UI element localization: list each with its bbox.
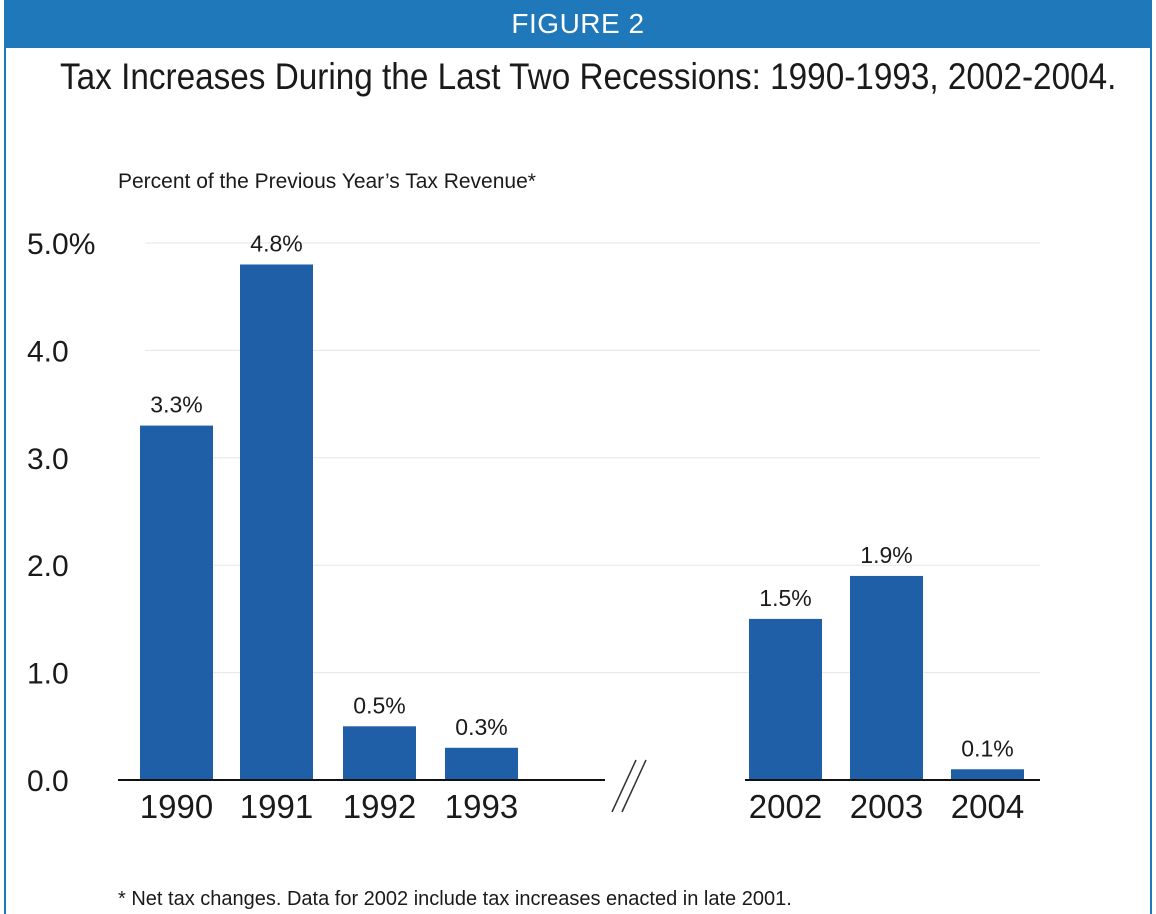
axis-break-mark <box>611 759 637 813</box>
axis-break-mark <box>621 759 647 813</box>
data-label: 3.3% <box>150 392 202 418</box>
bar <box>951 769 1024 780</box>
data-label: 1.5% <box>759 585 811 611</box>
footnote: * Net tax changes. Data for 2002 include… <box>118 888 792 910</box>
x-tick-label: 2003 <box>850 788 923 825</box>
y-tick-label: 3.0 <box>27 443 69 476</box>
data-label: 0.5% <box>353 692 405 718</box>
y-tick-label: 0.0 <box>27 765 69 798</box>
bar <box>240 264 313 781</box>
x-tick-label: 1991 <box>240 788 313 825</box>
bar <box>343 726 416 780</box>
x-tick-label: 2004 <box>951 788 1024 825</box>
x-tick-label: 1990 <box>140 788 213 825</box>
y-tick-label: 4.0 <box>27 335 69 368</box>
data-label: 1.9% <box>860 542 912 568</box>
bar <box>749 618 822 780</box>
data-label: 0.1% <box>961 735 1013 761</box>
y-tick-label: 1.0 <box>27 658 69 691</box>
bar <box>140 425 213 780</box>
bar <box>850 575 923 780</box>
x-tick-label: 2002 <box>749 788 822 825</box>
figure-header: FIGURE 2 <box>6 0 1150 48</box>
data-label: 0.3% <box>455 714 507 740</box>
x-tick-label: 1992 <box>343 788 416 825</box>
y-tick-label: 2.0 <box>27 550 69 583</box>
y-axis-label: Percent of the Previous Year’s Tax Reven… <box>118 170 536 193</box>
x-tick-label: 1993 <box>445 788 518 825</box>
bar <box>445 747 518 780</box>
y-tick-label: 5.0% <box>27 228 95 261</box>
figure-number: FIGURE 2 <box>511 8 645 39</box>
chart-title: Tax Increases During the Last Two Recess… <box>60 56 1117 97</box>
data-label: 4.8% <box>250 230 302 256</box>
